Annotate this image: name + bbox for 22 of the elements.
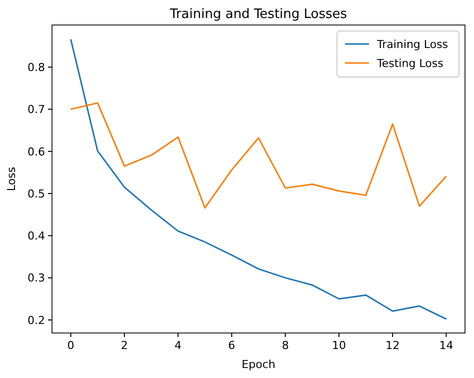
y-tick-label: 0.8 <box>28 60 45 74</box>
y-tick-label: 0.4 <box>28 230 45 243</box>
y-tick-label: 0.7 <box>28 103 45 116</box>
x-tick-label: 2 <box>120 339 128 352</box>
y-tick-label: 0.6 <box>28 145 45 158</box>
line-series <box>70 38 447 320</box>
y-axis-title: Loss <box>5 166 18 192</box>
y-tick-label: 0.2 <box>28 314 45 327</box>
line-series <box>70 102 447 209</box>
y-tick-label: 0.3 <box>28 272 45 285</box>
x-axis-title: Epoch <box>242 358 276 371</box>
y-tick-label: 0.5 <box>28 187 45 200</box>
x-tick-label: 0 <box>67 339 74 352</box>
x-tick-label: 14 <box>439 339 454 352</box>
x-tick-label: 4 <box>174 339 182 352</box>
x-tick-label: 12 <box>386 339 400 352</box>
x-tick-label: 10 <box>332 339 346 352</box>
legend-label: Training Loss <box>376 38 448 51</box>
chart-title: Training and Testing Losses <box>168 7 348 22</box>
x-tick-label: 8 <box>282 339 289 352</box>
x-tick-label: 6 <box>228 339 236 352</box>
legend-label: Testing Loss <box>376 56 444 70</box>
